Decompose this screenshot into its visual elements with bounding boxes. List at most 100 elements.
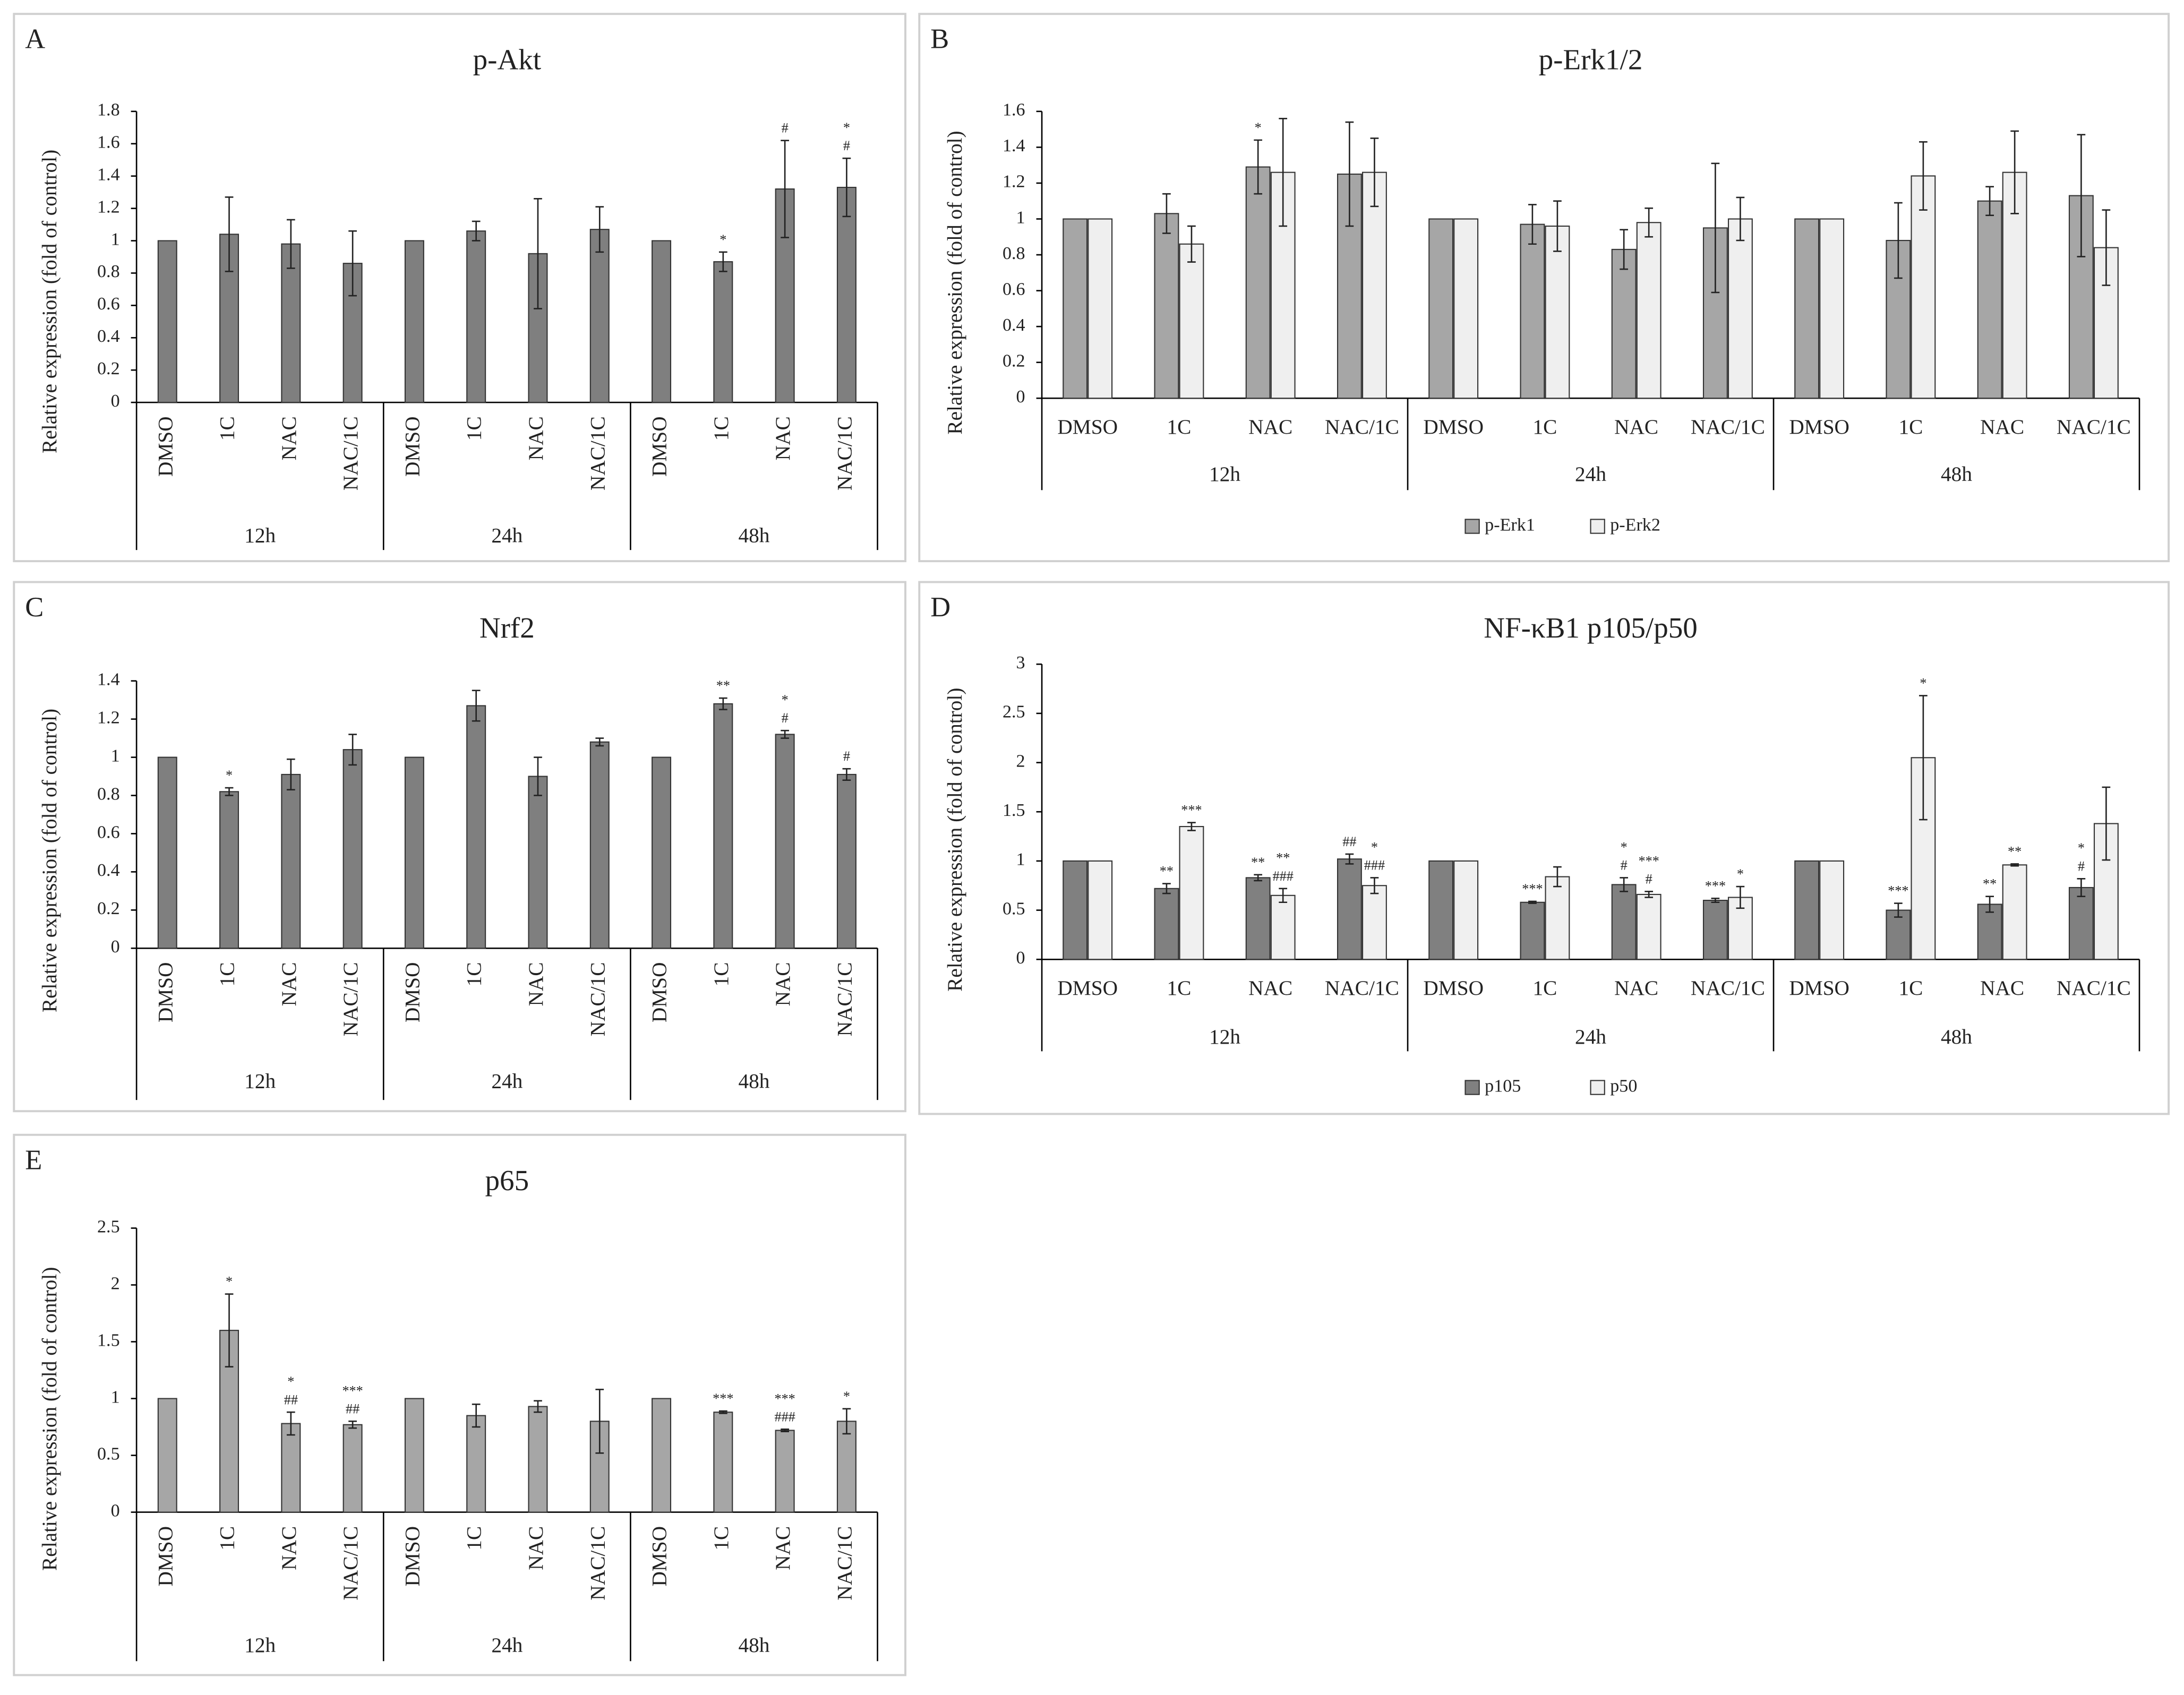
y-tick-label: 1.2 xyxy=(97,197,120,217)
x-tick-label: NAC xyxy=(1980,976,2024,1000)
bar xyxy=(1063,860,1088,960)
x-tick-label: NAC xyxy=(1614,976,1658,1000)
error-bar xyxy=(1985,896,1994,913)
y-tick-label: 0 xyxy=(1016,387,1025,407)
significance-label: *** xyxy=(1705,878,1726,893)
significance-label: * xyxy=(287,1374,294,1389)
error-bar xyxy=(2102,209,2111,286)
bar xyxy=(219,791,239,949)
error-bar xyxy=(1985,186,1994,217)
bar xyxy=(466,230,486,403)
significance-label: # xyxy=(782,710,789,726)
y-tick-label: 1.2 xyxy=(97,708,120,727)
chart-title: p-Erk1/2 xyxy=(1539,44,1643,76)
error-bar xyxy=(1162,883,1171,894)
panel-frame xyxy=(13,581,906,1113)
significance-label: ** xyxy=(1276,850,1290,866)
y-tick-label: 0.2 xyxy=(97,899,120,918)
panel: Bp-Erk1/2 Relative expression (fold of co… xyxy=(918,13,2170,563)
x-tick-label: NAC xyxy=(771,416,794,460)
y-tick-label: 0.6 xyxy=(97,294,120,314)
bar xyxy=(157,240,177,403)
panel-letter: A xyxy=(25,24,45,55)
bar xyxy=(836,773,857,949)
bar xyxy=(1636,893,1661,960)
group-label: 48h xyxy=(738,524,769,547)
x-tick-label: 1C xyxy=(1898,415,1923,438)
significance-label: *** xyxy=(774,1391,795,1406)
y-tick-label: 0.8 xyxy=(97,784,120,804)
x-tick-label: 1C xyxy=(216,962,239,987)
bar xyxy=(1428,860,1454,960)
significance-label: * xyxy=(782,692,789,708)
x-tick-label: NAC/1C xyxy=(833,962,856,1037)
y-tick-label: 0.5 xyxy=(1003,899,1025,918)
bar xyxy=(1911,175,1936,399)
error-bar xyxy=(472,1403,481,1428)
bar xyxy=(157,756,177,949)
error-bar xyxy=(348,1421,357,1429)
bar xyxy=(1337,858,1362,960)
group-label: 12h xyxy=(244,524,276,547)
y-tick-label: 0 xyxy=(111,391,120,411)
group-label: 48h xyxy=(738,1633,769,1657)
x-tick-label: NAC/1C xyxy=(1325,976,1399,1000)
legend-swatch xyxy=(1590,519,1605,534)
chart-title: NF-κB1 p105/p50 xyxy=(1484,612,1698,644)
y-tick-label: 1 xyxy=(1016,850,1025,870)
x-tick-label: 1C xyxy=(463,962,486,987)
bar xyxy=(1520,223,1545,399)
y-tick-label: 1 xyxy=(111,1387,120,1407)
error-bar xyxy=(286,1411,295,1436)
significance-label: * xyxy=(720,232,726,247)
error-bar xyxy=(1254,139,1263,195)
error-bar xyxy=(1279,118,1288,227)
y-tick-label: 3 xyxy=(1016,653,1025,673)
x-tick-label: 1C xyxy=(1167,415,1191,438)
y-tick-label: 1.4 xyxy=(97,669,120,689)
significance-label: * xyxy=(1737,866,1744,882)
y-tick-label: 1 xyxy=(111,746,120,765)
y-tick-label: 0.4 xyxy=(1003,315,1025,335)
group-label: 48h xyxy=(1941,1025,1972,1048)
error-bar xyxy=(1370,877,1379,894)
y-tick-label: 1.5 xyxy=(97,1330,120,1350)
x-tick-label: DMSO xyxy=(1057,415,1118,438)
bar xyxy=(713,703,733,949)
error-bar xyxy=(842,768,851,781)
x-tick-label: NAC/1C xyxy=(1325,415,1399,438)
chart-title: p-Akt xyxy=(473,44,542,76)
x-tick-label: NAC xyxy=(1614,415,1658,438)
group-label: 48h xyxy=(738,1070,769,1093)
group-label: 12h xyxy=(244,1070,276,1093)
y-tick-label: 1.4 xyxy=(1003,136,1025,156)
bar xyxy=(342,1424,363,1513)
legend-swatch xyxy=(1590,1080,1605,1095)
y-tick-label: 0.5 xyxy=(97,1444,120,1464)
bar xyxy=(342,749,363,949)
x-tick-label: DMSO xyxy=(153,962,177,1023)
significance-label: *** xyxy=(713,1391,733,1406)
error-bar xyxy=(1736,885,1745,909)
y-tick-label: 0.4 xyxy=(97,326,120,346)
x-tick-label: DMSO xyxy=(648,962,671,1023)
legend-swatch xyxy=(1464,1080,1480,1095)
error-bar xyxy=(1187,225,1196,263)
x-tick-label: NAC/1C xyxy=(2057,976,2131,1000)
x-tick-label: NAC xyxy=(524,1526,547,1570)
x-tick-label: DMSO xyxy=(153,1526,177,1587)
bar xyxy=(1819,218,1845,399)
significance-label: # xyxy=(843,138,850,153)
error-bar xyxy=(534,1400,542,1413)
x-tick-label: 1C xyxy=(1532,415,1557,438)
bar xyxy=(281,773,301,949)
error-bar xyxy=(1894,202,1903,279)
x-tick-label: 1C xyxy=(1898,976,1923,1000)
y-tick-label: 0.2 xyxy=(97,359,120,378)
error-bar xyxy=(2102,786,2111,861)
group-label: 12h xyxy=(1209,1025,1240,1048)
x-tick-label: DMSO xyxy=(400,1526,424,1587)
panel-frame xyxy=(13,1133,906,1676)
bar xyxy=(836,1421,857,1513)
x-tick-label: NAC/1C xyxy=(1691,976,1765,1000)
